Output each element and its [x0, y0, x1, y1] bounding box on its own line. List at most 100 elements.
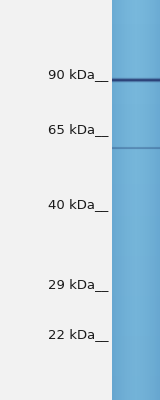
Bar	[157, 0, 158, 400]
Bar	[136, 0, 137, 400]
Bar	[118, 0, 119, 400]
Bar	[145, 0, 146, 400]
Bar	[147, 0, 148, 400]
Bar	[158, 0, 159, 400]
Bar	[112, 72, 160, 80]
Bar	[112, 336, 160, 344]
Bar	[135, 0, 136, 400]
Text: 65 kDa__: 65 kDa__	[48, 124, 108, 136]
Bar	[133, 0, 134, 400]
Bar	[112, 200, 160, 208]
Bar	[112, 16, 160, 24]
Bar	[112, 184, 160, 192]
Bar	[138, 0, 139, 400]
Bar	[112, 88, 160, 96]
Bar	[112, 120, 160, 128]
Bar	[112, 160, 160, 168]
Bar	[112, 32, 160, 40]
Bar	[142, 0, 143, 400]
Bar	[154, 0, 155, 400]
Bar	[112, 384, 160, 392]
Bar	[112, 328, 160, 336]
Bar	[112, 392, 160, 400]
Bar	[112, 40, 160, 48]
Bar	[155, 0, 156, 400]
Bar	[112, 272, 160, 280]
Bar	[129, 0, 130, 400]
Bar	[150, 0, 151, 400]
Bar	[112, 280, 160, 288]
Bar	[112, 136, 160, 144]
Bar	[112, 312, 160, 320]
Bar	[128, 0, 129, 400]
Bar	[156, 0, 157, 400]
Bar	[112, 368, 160, 376]
Bar	[117, 0, 118, 400]
Bar	[112, 208, 160, 216]
Bar	[112, 168, 160, 176]
Bar	[153, 0, 154, 400]
Text: 22 kDa__: 22 kDa__	[48, 328, 108, 342]
Bar	[116, 0, 117, 400]
Bar	[112, 0, 113, 400]
Bar	[121, 0, 122, 400]
Bar	[112, 296, 160, 304]
Bar	[146, 0, 147, 400]
Bar	[152, 0, 153, 400]
Bar	[139, 0, 140, 400]
Bar	[126, 0, 127, 400]
Bar	[159, 0, 160, 400]
Bar	[112, 112, 160, 120]
Bar	[112, 256, 160, 264]
Bar	[112, 128, 160, 136]
Bar	[112, 96, 160, 104]
Bar	[112, 216, 160, 224]
Bar	[122, 0, 123, 400]
Bar	[134, 0, 135, 400]
Text: 40 kDa__: 40 kDa__	[48, 198, 108, 212]
Bar	[112, 48, 160, 56]
Text: 90 kDa__: 90 kDa__	[48, 68, 108, 82]
Bar	[144, 0, 145, 400]
Bar	[112, 80, 160, 88]
Bar	[112, 56, 160, 64]
Bar	[112, 152, 160, 160]
Bar	[120, 0, 121, 400]
Bar	[114, 0, 115, 400]
Bar	[143, 0, 144, 400]
Bar	[112, 360, 160, 368]
Bar	[112, 8, 160, 16]
Bar	[125, 0, 126, 400]
Bar	[112, 64, 160, 72]
Bar	[149, 0, 150, 400]
Bar	[112, 352, 160, 360]
Bar	[112, 224, 160, 232]
Bar	[112, 320, 160, 328]
Bar	[112, 288, 160, 296]
Bar	[123, 0, 124, 400]
Bar	[112, 304, 160, 312]
Bar	[132, 0, 133, 400]
Bar	[112, 192, 160, 200]
Bar	[127, 0, 128, 400]
Bar	[141, 0, 142, 400]
Bar	[112, 376, 160, 384]
Bar	[112, 344, 160, 352]
Bar	[140, 0, 141, 400]
Bar	[112, 0, 160, 400]
Bar	[112, 232, 160, 240]
Bar	[112, 144, 160, 152]
Bar	[124, 0, 125, 400]
Bar	[131, 0, 132, 400]
Bar	[130, 0, 131, 400]
Bar	[151, 0, 152, 400]
Bar	[112, 0, 160, 8]
Bar	[148, 0, 149, 400]
Bar	[112, 264, 160, 272]
Bar	[115, 0, 116, 400]
Bar	[112, 104, 160, 112]
Bar	[112, 176, 160, 184]
Bar	[119, 0, 120, 400]
Bar	[137, 0, 138, 400]
Bar	[112, 240, 160, 248]
